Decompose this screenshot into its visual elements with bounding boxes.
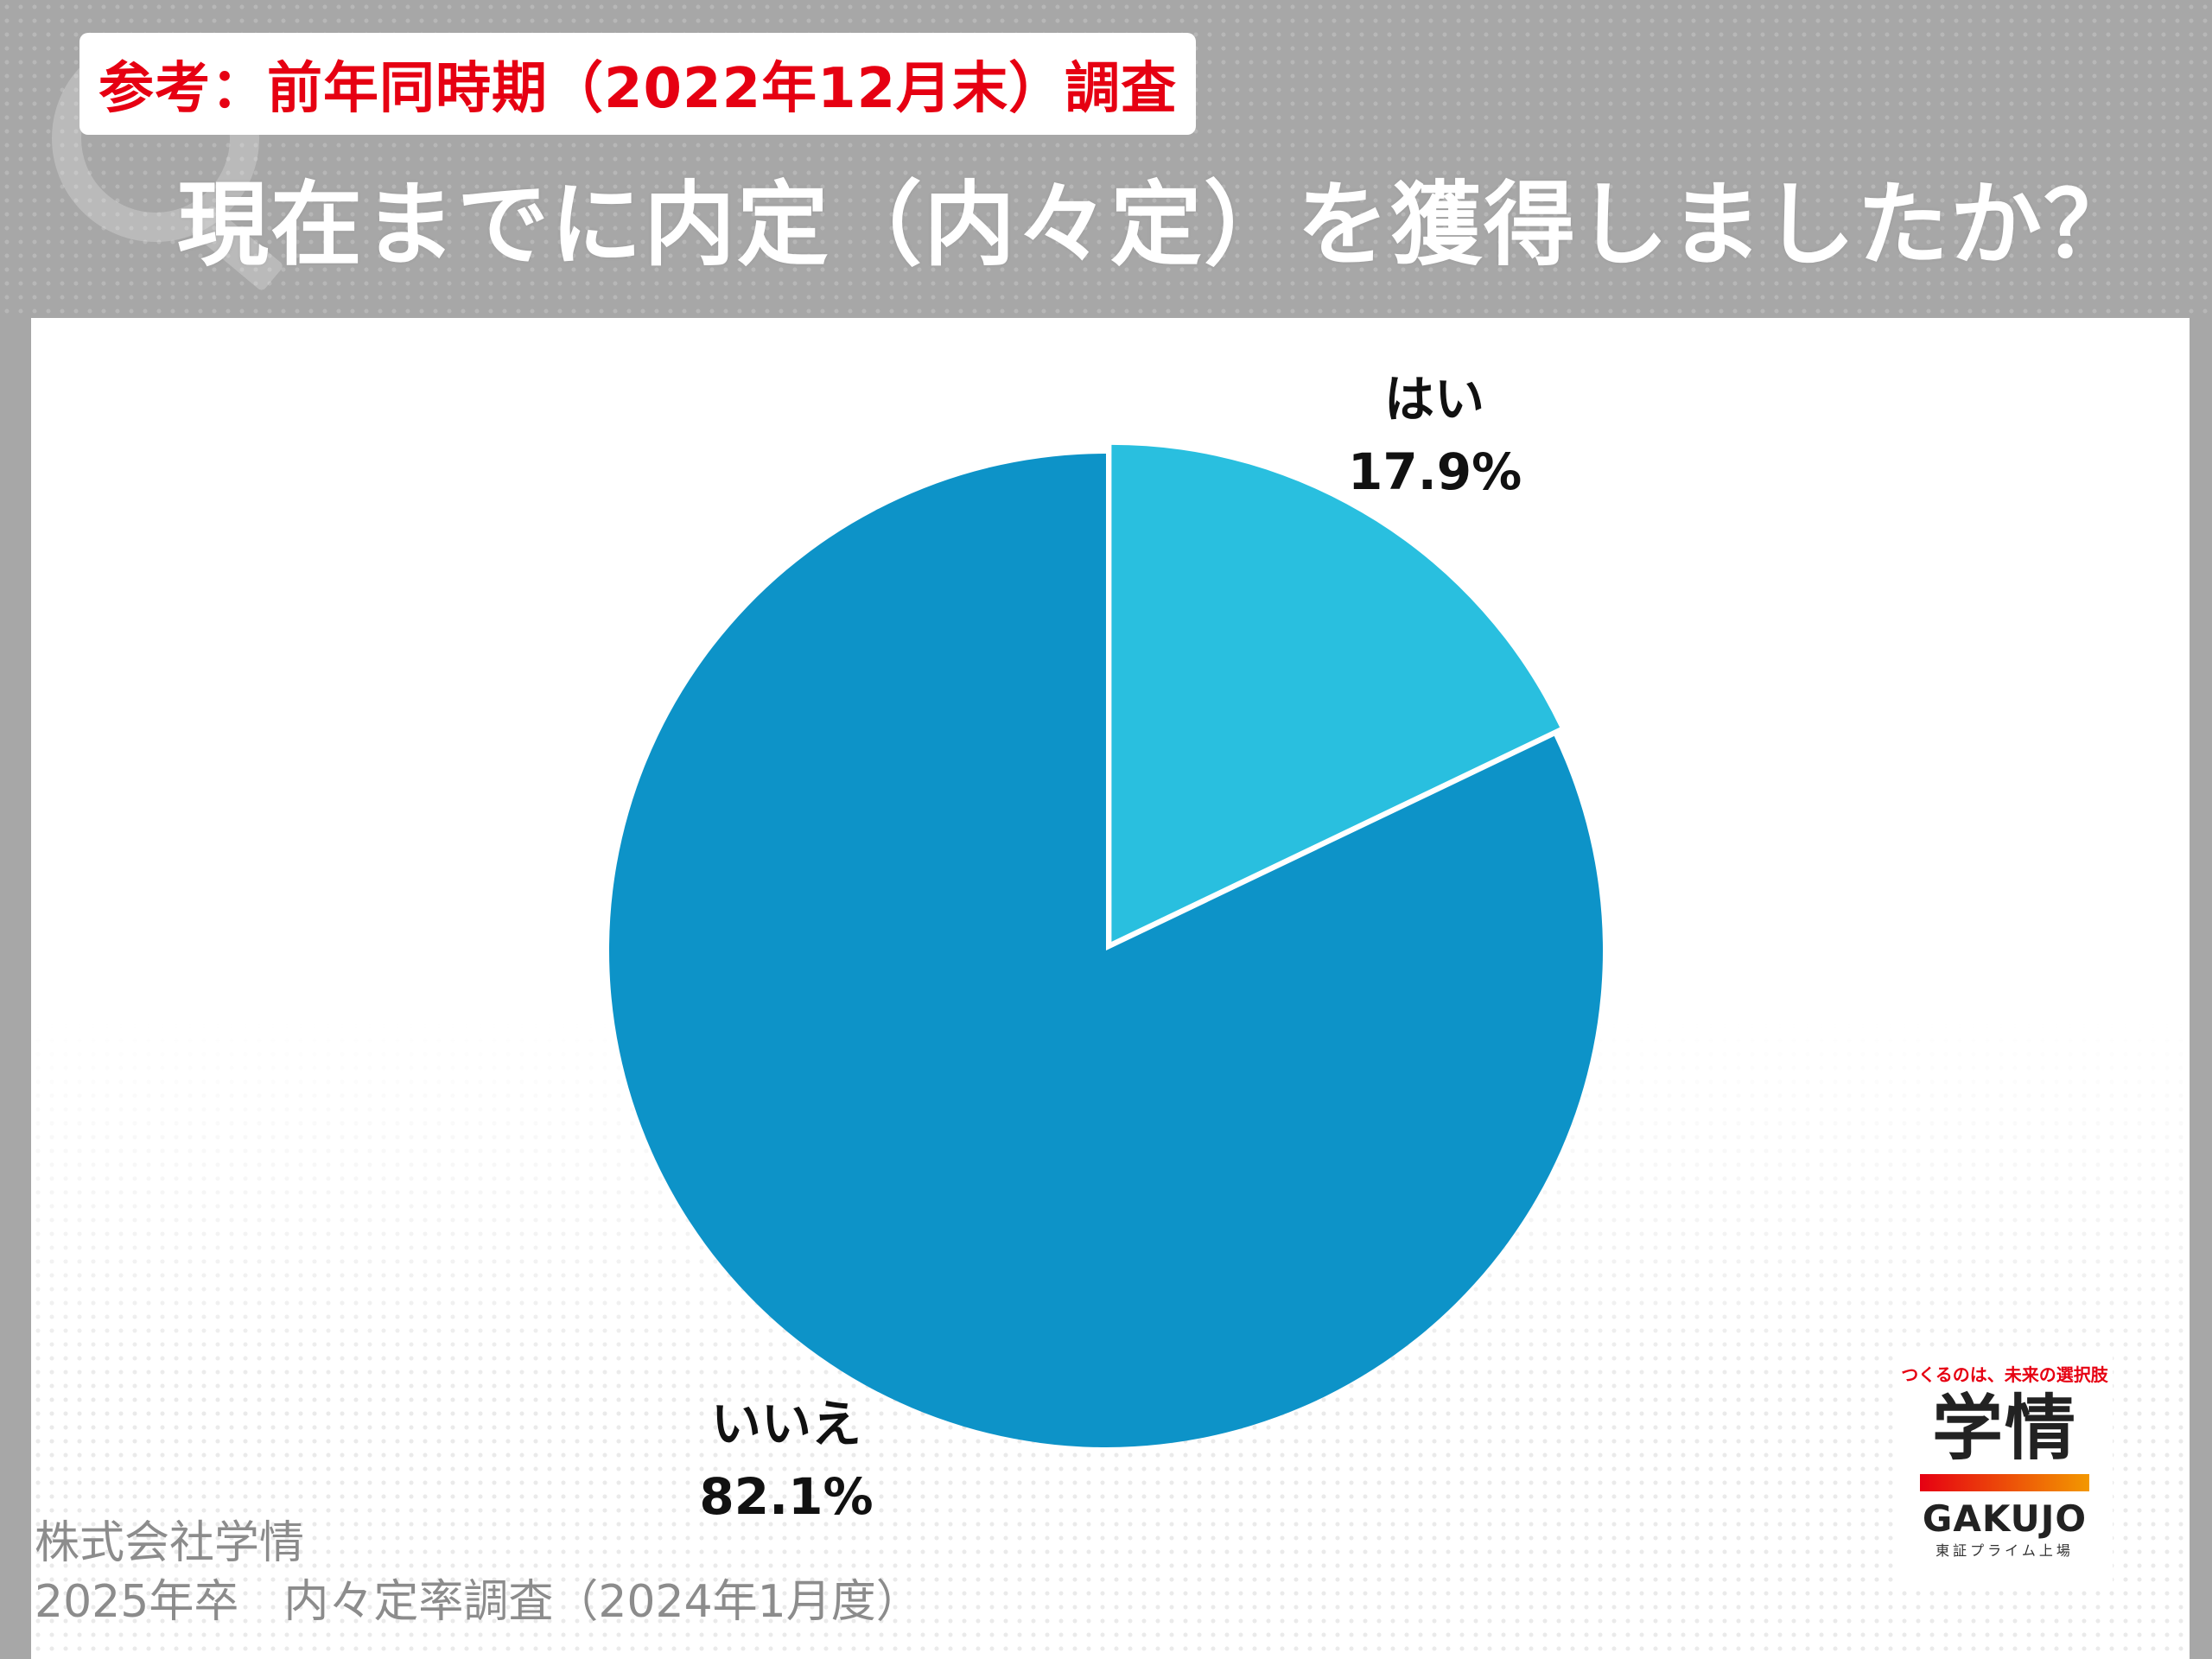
source-credit: 株式会社学情 2025年卒 内々定率調査（2024年1月度） [35, 1514, 921, 1631]
percent-label: 17.9% [1348, 442, 1522, 501]
source-company: 株式会社学情 [35, 1517, 305, 1569]
data-label-no: いいえ 82.1% [674, 1388, 899, 1533]
reference-badge: 参考：前年同時期（2022年12月末）調査 [79, 33, 1197, 135]
logo-roman: GAKUJO [1922, 1497, 2088, 1540]
logo-listing: 東証プライム上場 [1936, 1542, 2074, 1559]
left-frame [0, 318, 31, 1659]
logo-name: 学情 [1931, 1388, 2077, 1470]
logo-gradient-bar [1920, 1474, 2089, 1491]
source-survey: 2025年卒 内々定率調査（2024年1月度） [35, 1576, 921, 1628]
percent-label: 82.1% [699, 1467, 874, 1526]
right-frame [2190, 318, 2212, 1659]
question-title: 現在までに内定（内々定）を獲得しましたか？ [177, 172, 2137, 278]
data-label-yes: はい 17.9% [1348, 363, 1522, 508]
pie-slice-yes [1111, 444, 1560, 942]
pie-slice-no [609, 454, 1604, 1447]
category-label: はい [1383, 370, 1484, 429]
category-label: いいえ [710, 1395, 861, 1453]
gakujo-logo: つくるのは、未来の選択肢 学情 GAKUJO 東証プライム上場 [1897, 1355, 2113, 1588]
logo-tagline: つくるのは、未来の選択肢 [1901, 1364, 2108, 1385]
